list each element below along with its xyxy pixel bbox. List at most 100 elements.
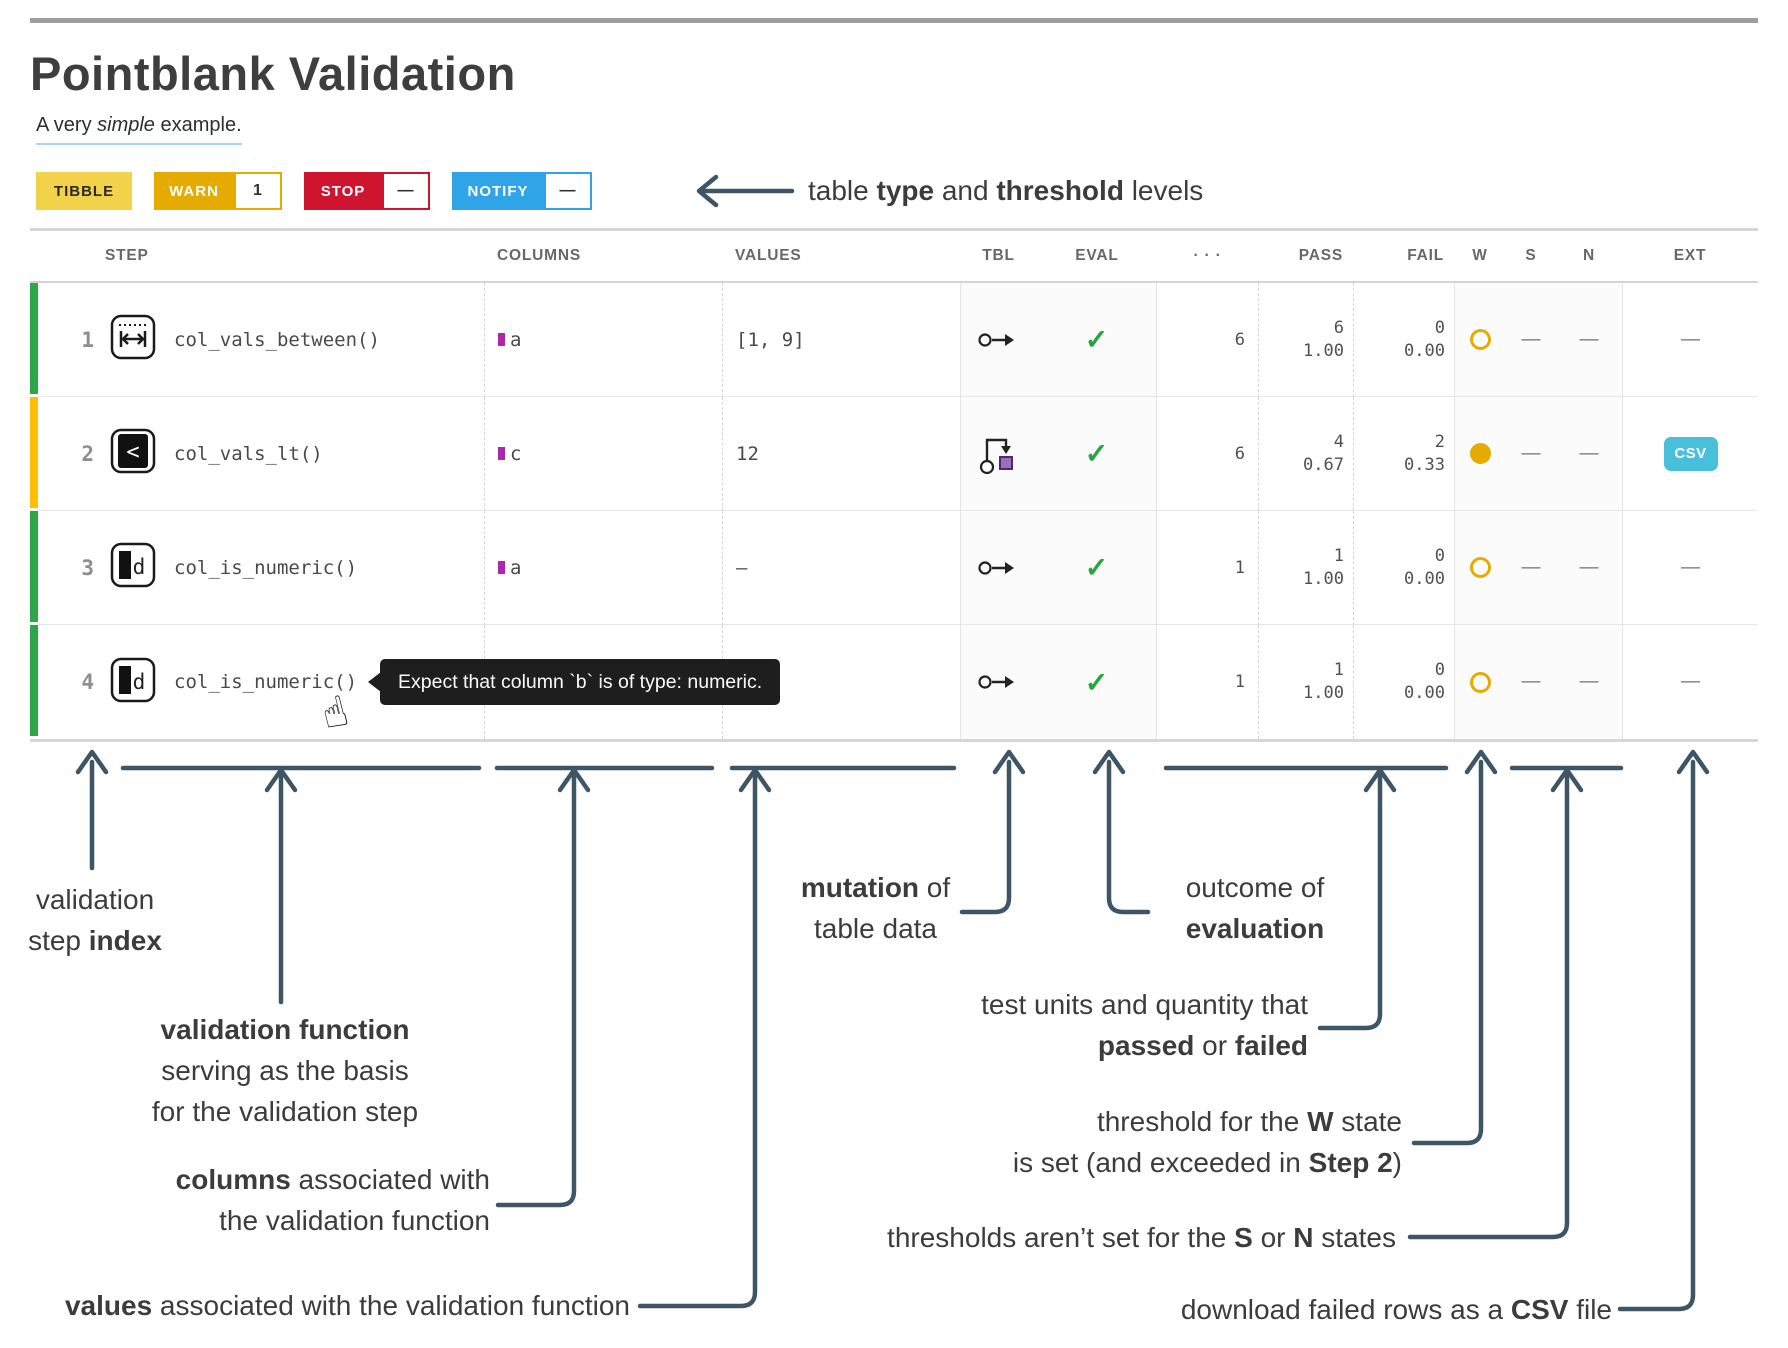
column-header-step: STEP: [38, 231, 484, 283]
units-cell: 1: [1234, 672, 1245, 692]
table-type-badge: TIBBLE: [36, 172, 132, 210]
row-status-bar: [30, 397, 38, 511]
stop-threshold-badge: STOP —: [304, 172, 430, 210]
units-cell: 6: [1157, 397, 1258, 511]
table-row: 1 col_vals_between(): [38, 283, 484, 397]
check-icon: ✓: [1084, 552, 1109, 583]
notify-badge-value: —: [544, 172, 592, 210]
svg-text:d: d: [133, 555, 146, 579]
n-cell: —: [1556, 625, 1622, 739]
annotation-step-index: validation step index: [28, 884, 162, 956]
n-cell: —: [1556, 397, 1622, 511]
no-mutation-icon: [978, 560, 1014, 575]
eval-cell: ✓: [1037, 397, 1157, 511]
w-threshold-open-circle-icon: [1470, 329, 1491, 350]
pass-cell: 1 1.00: [1258, 511, 1353, 625]
row-status-bar: [30, 511, 38, 625]
column-header-n: N: [1556, 231, 1622, 283]
page-title: Pointblank Validation: [30, 47, 516, 100]
annotation-columns: columns associated with the validation f…: [175, 1164, 490, 1236]
tbl-cell: [960, 625, 1037, 739]
ext-cell: CSV: [1622, 397, 1758, 511]
stop-badge-value: —: [382, 172, 430, 210]
column-header-units: · · ·: [1157, 231, 1258, 283]
pass-cell: 1 1.00: [1258, 625, 1353, 739]
header-spacer: [30, 231, 38, 283]
validation-function-name[interactable]: col_vals_lt(): [174, 442, 323, 465]
annotation-test-units: test units and quantity that passed or f…: [981, 989, 1308, 1061]
s-cell: —: [1506, 397, 1556, 511]
annotation-values: values associated with the validation fu…: [64, 1290, 630, 1321]
eval-cell: ✓: [1037, 625, 1157, 739]
s-cell: —: [1506, 625, 1556, 739]
row-status-bar: [30, 625, 38, 739]
s-cell: —: [1506, 511, 1556, 625]
col-is-numeric-icon: d: [110, 657, 156, 708]
ext-cell: —: [1622, 283, 1758, 397]
table-row: 2 < col_vals_lt(): [38, 397, 484, 511]
check-icon: ✓: [1084, 324, 1109, 355]
column-marker-icon: [498, 561, 505, 574]
values-cell: [1, 9]: [722, 283, 960, 397]
n-cell: —: [1556, 511, 1622, 625]
badge-callout-label: table type and threshold levels: [808, 175, 1204, 206]
validation-function-name[interactable]: col_vals_between(): [174, 328, 380, 351]
top-rule: [30, 18, 1758, 23]
tbl-cell: [960, 283, 1037, 397]
col-is-numeric-icon: d: [110, 542, 156, 593]
col-vals-lt-icon: <: [110, 428, 156, 479]
mutation-icon: [979, 438, 1013, 474]
fail-cell: 2 0.33: [1353, 397, 1454, 511]
tooltip: Expect that column `b` is of type: numer…: [367, 659, 781, 705]
s-cell: —: [1506, 283, 1556, 397]
w-cell: [1454, 283, 1506, 397]
row-status-bar: [30, 283, 38, 397]
column-header-tbl: TBL: [960, 231, 1037, 283]
step-index: 4: [81, 670, 94, 694]
step-index: 1: [81, 327, 94, 352]
no-mutation-icon: [978, 675, 1014, 689]
columns-cell: c: [484, 397, 722, 511]
fail-cell: 0 0.00: [1353, 283, 1454, 397]
w-threshold-open-circle-icon: [1470, 557, 1491, 578]
column-marker-icon: [498, 333, 505, 346]
warn-badge-value: 1: [234, 172, 282, 210]
csv-download-button[interactable]: CSV: [1663, 436, 1718, 471]
annotation-s-n-thresholds: thresholds aren’t set for the S or N sta…: [887, 1222, 1396, 1253]
check-icon: ✓: [1084, 666, 1109, 698]
check-icon: ✓: [1084, 438, 1109, 469]
n-cell: —: [1556, 283, 1622, 397]
svg-text:<: <: [126, 440, 139, 465]
w-threshold-open-circle-icon: [1470, 671, 1491, 693]
column-header-w: W: [1454, 231, 1506, 283]
badge-row: TIBBLE WARN 1 STOP — NOTIFY —: [36, 172, 592, 210]
annotation-w-threshold: threshold for the W state is set (and ex…: [1012, 1106, 1402, 1178]
annotation-mutation: mutation of table data: [800, 872, 951, 944]
col-vals-between-icon: [110, 314, 156, 365]
column-header-fail: FAIL: [1353, 231, 1454, 283]
warn-badge-label: WARN: [154, 172, 234, 210]
pass-cell: 4 0.67: [1258, 397, 1353, 511]
eval-cell: ✓: [1037, 283, 1157, 397]
notify-threshold-badge: NOTIFY —: [452, 172, 592, 210]
eval-cell: ✓: [1037, 511, 1157, 625]
annotation-outcome: outcome of evaluation: [1185, 872, 1325, 944]
no-mutation-icon: [978, 332, 1014, 347]
column-header-s: S: [1506, 231, 1556, 283]
stop-badge-label: STOP: [304, 172, 382, 210]
w-cell: [1454, 397, 1506, 511]
values-cell: 12: [722, 397, 960, 511]
warn-threshold-badge: WARN 1: [154, 172, 282, 210]
column-marker-icon: [498, 447, 505, 460]
units-cell: 6: [1157, 283, 1258, 397]
pass-cell: 6 1.00: [1258, 283, 1353, 397]
fail-cell: 0 0.00: [1353, 511, 1454, 625]
w-cell: [1454, 511, 1506, 625]
validation-function-name[interactable]: col_is_numeric(): [174, 556, 358, 579]
svg-text:d: d: [133, 670, 146, 694]
ext-cell: —: [1622, 511, 1758, 625]
annotation-csv-download: download failed rows as a CSV file: [1180, 1294, 1612, 1325]
validation-function-name[interactable]: col_is_numeric(): [174, 671, 358, 693]
column-header-eval: EVAL: [1037, 231, 1157, 283]
ext-cell: —: [1622, 625, 1758, 739]
